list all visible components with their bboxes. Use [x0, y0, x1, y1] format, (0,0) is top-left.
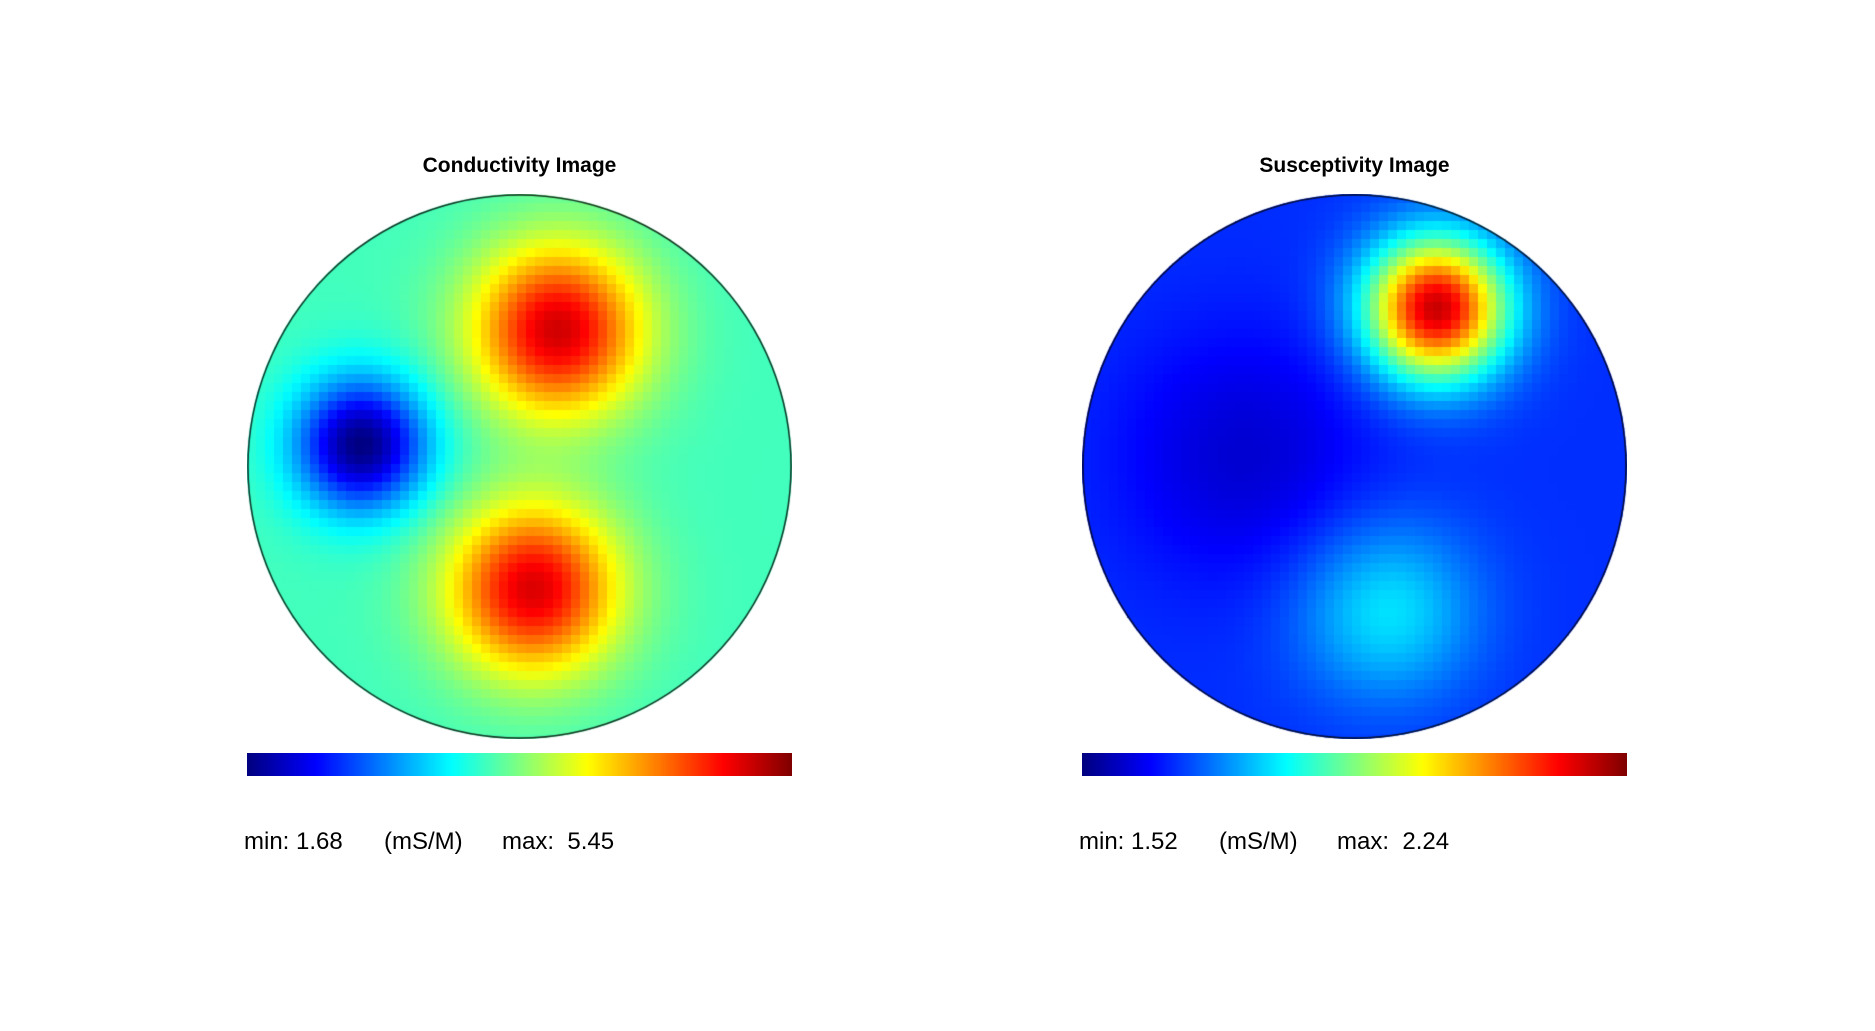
susceptivity-heatmap — [1082, 194, 1627, 739]
unit-label: (mS/M) — [384, 828, 463, 855]
susceptivity-panel: Susceptivity Image min: 1.52 (mS/M) max: 2… — [1079, 150, 1627, 870]
chart-title: Susceptivity Image — [1259, 154, 1450, 177]
scale-readout: min: 1.52 (mS/M) max: 2.24 — [1079, 828, 1449, 856]
conductivity-panel: Conductivity Image min: 1.68 (mS/M) max: 5… — [244, 150, 792, 870]
colorbar — [1082, 753, 1627, 776]
max-value: max: 2.24 — [1337, 828, 1450, 855]
scale-readout: min: 1.68 (mS/M) max: 5.45 — [244, 828, 614, 856]
chart-title: Conductivity Image — [422, 154, 617, 177]
conductivity-heatmap — [247, 194, 792, 739]
min-value: min: 1.68 — [244, 828, 343, 855]
max-value: max: 5.45 — [502, 828, 615, 855]
unit-label: (mS/M) — [1219, 828, 1298, 855]
min-value: min: 1.52 — [1079, 828, 1178, 855]
colorbar — [247, 753, 792, 776]
